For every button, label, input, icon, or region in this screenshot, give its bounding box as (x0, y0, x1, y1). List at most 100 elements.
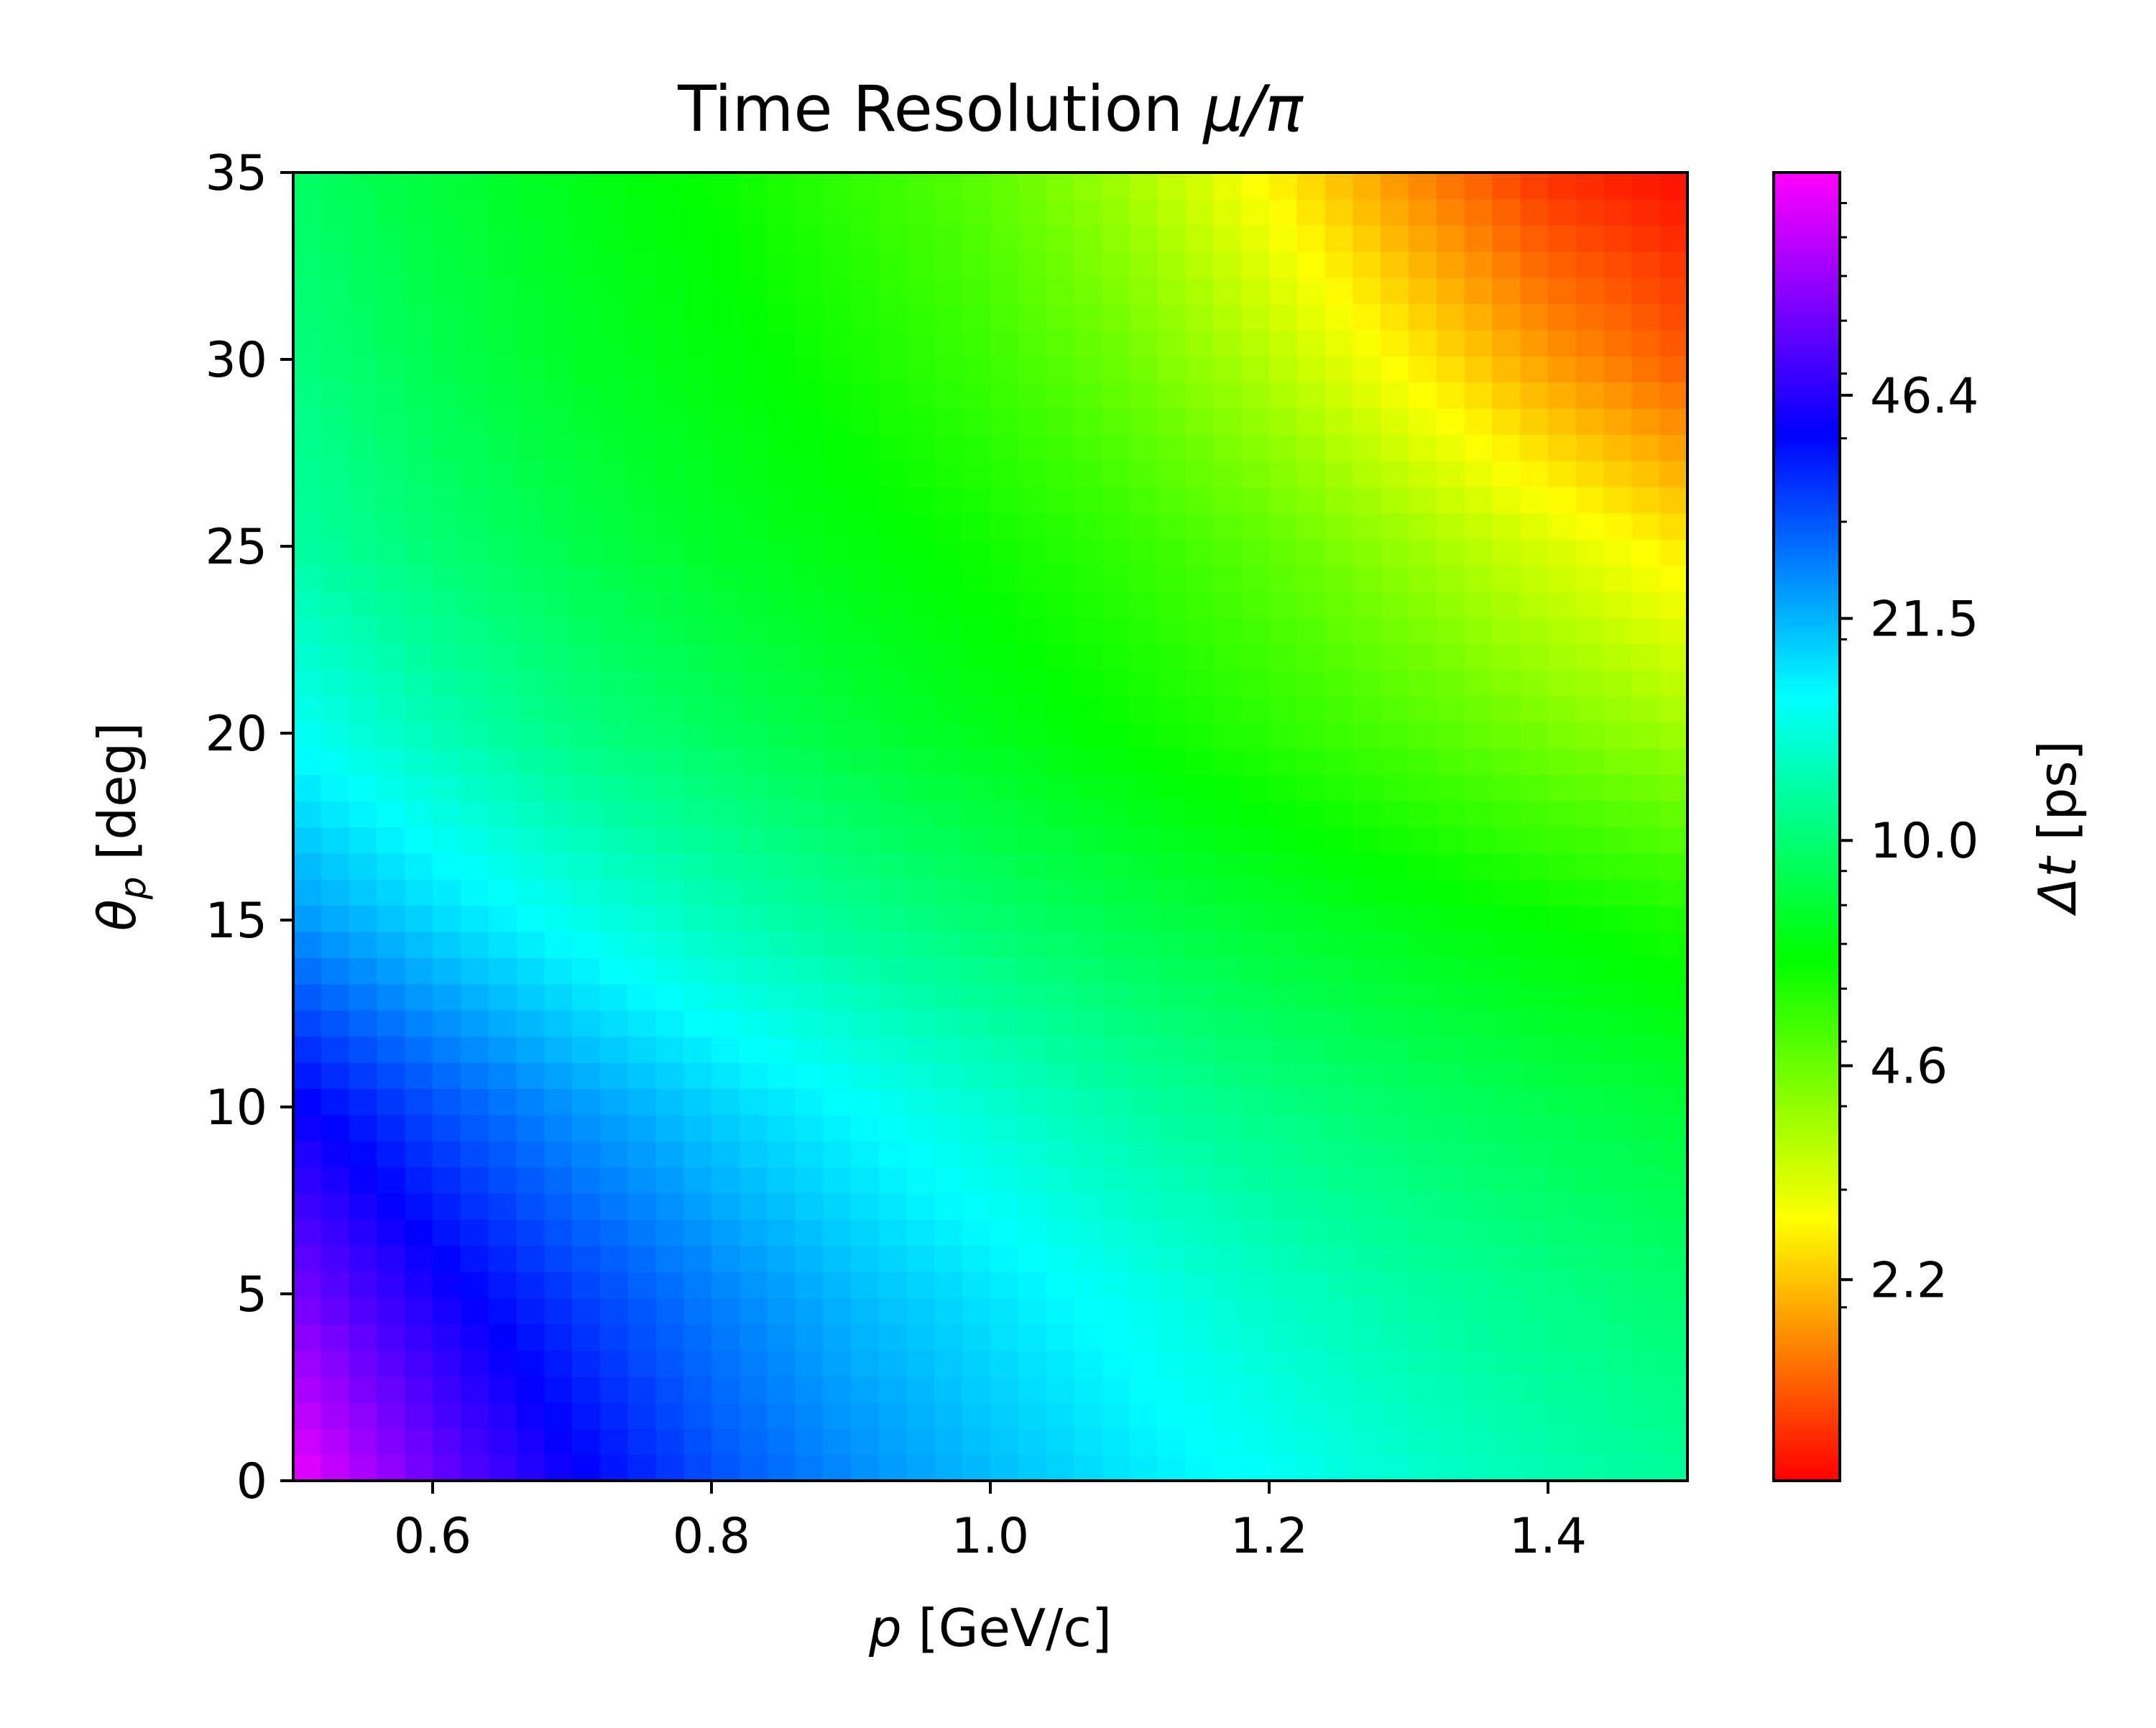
heatmap-cell (1353, 774, 1382, 801)
heatmap-cell (795, 957, 824, 985)
heatmap-cell (655, 224, 685, 252)
heatmap-cell (1436, 486, 1465, 514)
heatmap-cell (405, 957, 433, 985)
heatmap-cell (767, 774, 796, 801)
heatmap-cell (1185, 1271, 1215, 1299)
heatmap-cell (1296, 513, 1326, 540)
heatmap-cell (1464, 1114, 1493, 1141)
heatmap-cell (460, 1271, 489, 1299)
heatmap-cell (1018, 827, 1047, 854)
heatmap-cell (739, 1140, 768, 1168)
heatmap-cell (544, 538, 573, 566)
heatmap-cell (405, 513, 433, 540)
heatmap-cell (767, 1114, 796, 1141)
heatmap-cell (405, 1297, 433, 1325)
colorbar-ticks: 2.24.610.021.546.4 (1840, 202, 1978, 1309)
heatmap-cell (1130, 224, 1158, 252)
heatmap-cell (655, 1167, 685, 1194)
heatmap-cell (1659, 434, 1688, 461)
heatmap-cell (405, 1062, 433, 1089)
heatmap-cell (1296, 696, 1326, 723)
heatmap-cell (1436, 1036, 1465, 1063)
heatmap-cell (962, 1167, 991, 1194)
heatmap-cell (1659, 1192, 1688, 1220)
heatmap-cell (851, 1192, 880, 1220)
heatmap-cell (1603, 277, 1633, 304)
x-tick-label: 1.2 (1230, 1508, 1308, 1565)
heatmap-cell (1241, 643, 1270, 671)
heatmap-cell (1325, 1297, 1354, 1325)
heatmap-cell (1185, 277, 1215, 304)
heatmap-cell (1492, 1167, 1521, 1194)
heatmap-cell (1548, 1402, 1577, 1430)
heatmap-cell (1296, 617, 1326, 645)
heatmap-cell (934, 486, 964, 514)
heatmap-cell (795, 434, 824, 461)
heatmap-cell (1269, 460, 1298, 487)
heatmap-cell (599, 748, 629, 776)
heatmap-cell (1325, 827, 1354, 854)
heatmap-cell (516, 800, 545, 827)
heatmap-cell (1436, 1114, 1465, 1141)
heatmap-cell (990, 1219, 1019, 1246)
heatmap-cell (851, 1009, 880, 1037)
heatmap-cell (377, 1219, 406, 1246)
heatmap-cell (544, 852, 573, 880)
heatmap-cells (293, 173, 1688, 1481)
heatmap-cell (321, 878, 350, 906)
heatmap-cell (1213, 538, 1243, 566)
heatmap-cell (293, 303, 322, 331)
heatmap-cell (1548, 538, 1577, 566)
heatmap-cell (1074, 1140, 1103, 1168)
heatmap-cell (906, 1428, 936, 1456)
heatmap-cell (599, 303, 629, 331)
heatmap-cell (962, 1402, 991, 1430)
heatmap-cell (1157, 173, 1187, 200)
heatmap-cell (1269, 983, 1298, 1011)
heatmap-cell (599, 224, 629, 252)
heatmap-cell (488, 1088, 517, 1116)
heatmap-cell (1157, 251, 1187, 278)
heatmap-cell (1631, 565, 1661, 592)
heatmap-cell (1213, 800, 1243, 827)
heatmap-cell (1409, 303, 1437, 331)
heatmap-cell (377, 1454, 406, 1481)
heatmap-cell (1603, 1036, 1633, 1063)
heatmap-cell (711, 800, 740, 827)
heatmap-cell (906, 983, 936, 1011)
heatmap-cell (683, 957, 712, 985)
heatmap-cell (627, 905, 657, 932)
heatmap-cell (795, 1009, 824, 1037)
heatmap-cell (683, 565, 712, 592)
heatmap-cell (1659, 878, 1688, 906)
heatmap-cell (1074, 1376, 1103, 1403)
heatmap-cell (1241, 931, 1270, 958)
heatmap-cell (1241, 1428, 1270, 1456)
heatmap-cell (906, 1271, 936, 1299)
heatmap-cell (572, 303, 601, 331)
heatmap-cell (1102, 434, 1130, 461)
heatmap-cell (1409, 1088, 1437, 1116)
heatmap-cell (433, 1271, 461, 1299)
heatmap-cell (711, 224, 740, 252)
heatmap-cell (488, 1454, 517, 1481)
heatmap-cell (1436, 460, 1465, 487)
heatmap-cell (1213, 827, 1243, 854)
heatmap-cell (1575, 643, 1605, 671)
heatmap-cell (1185, 957, 1215, 985)
heatmap-cell (906, 1114, 936, 1141)
heatmap-cell (433, 722, 461, 749)
heatmap-cell (516, 486, 545, 514)
heatmap-cell (906, 224, 936, 252)
heatmap-cell (1409, 931, 1437, 958)
heatmap-cell (878, 957, 908, 985)
heatmap-cell (627, 931, 657, 958)
heatmap-cell (516, 329, 545, 357)
heatmap-cell (433, 303, 461, 331)
heatmap-cell (683, 1350, 712, 1377)
heatmap-cell (405, 878, 433, 906)
x-axis-ticks: 0.6 0.8 1.0 1.2 1.4 (394, 1481, 1587, 1565)
heatmap-cell (1269, 1036, 1298, 1063)
heatmap-cell (1074, 1245, 1103, 1272)
